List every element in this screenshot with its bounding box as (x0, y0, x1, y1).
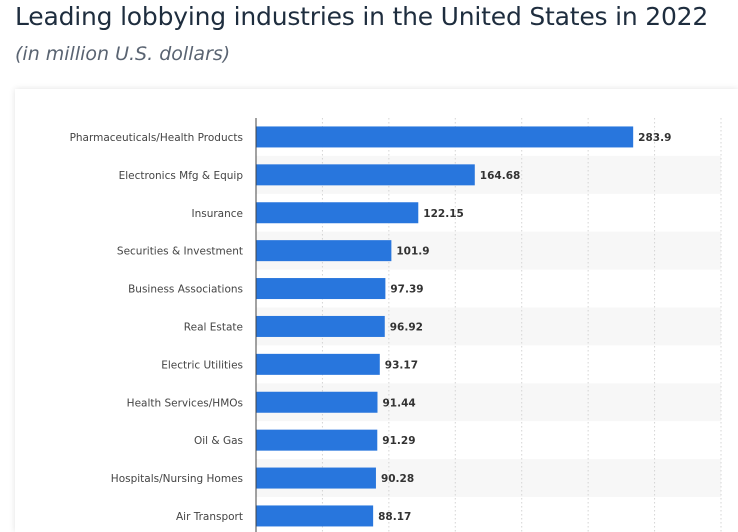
bar (256, 126, 634, 148)
bar (256, 391, 378, 413)
value-labels: 283.9 164.68 122.15 101.9 97.39 96.92 93.17 91.… (378, 132, 671, 523)
bar (256, 202, 419, 224)
category-label: Business Associations (128, 284, 243, 296)
chart-title: Leading lobbying industries in the Unite… (15, 2, 709, 31)
bar (256, 429, 378, 451)
bars (256, 126, 634, 527)
bar (256, 240, 392, 262)
value-label: 91.29 (382, 435, 415, 447)
bar (256, 315, 385, 337)
category-label: Air Transport (176, 511, 243, 523)
category-labels: Pharmaceuticals/Health Products Electroni… (70, 132, 244, 523)
value-label: 164.68 (480, 170, 521, 182)
value-label: 96.92 (390, 321, 423, 333)
value-label: 283.9 (638, 132, 671, 144)
value-label: 91.44 (382, 397, 415, 409)
category-label: Hospitals/Nursing Homes (111, 473, 243, 485)
bar (256, 353, 380, 375)
chart-subtitle: (in million U.S. dollars) (15, 43, 231, 65)
bar (256, 278, 386, 300)
category-label: Real Estate (184, 321, 243, 333)
category-label: Insurance (191, 208, 243, 220)
bar (256, 164, 475, 186)
category-label: Electric Utilities (161, 359, 243, 371)
value-label: 90.28 (381, 473, 414, 485)
value-label: 122.15 (423, 208, 464, 220)
category-label: Oil & Gas (194, 435, 243, 447)
bar (256, 505, 374, 527)
bar (256, 467, 376, 489)
category-label: Electronics Mfg & Equip (119, 170, 244, 182)
value-label: 93.17 (385, 359, 418, 371)
category-label: Securities & Investment (117, 246, 243, 258)
category-label: Pharmaceuticals/Health Products (70, 132, 243, 144)
value-label: 101.9 (396, 246, 429, 258)
gridlines (321, 118, 722, 532)
value-label: 97.39 (390, 284, 423, 296)
value-label: 88.17 (378, 511, 411, 523)
category-label: Health Services/HMOs (127, 397, 243, 409)
